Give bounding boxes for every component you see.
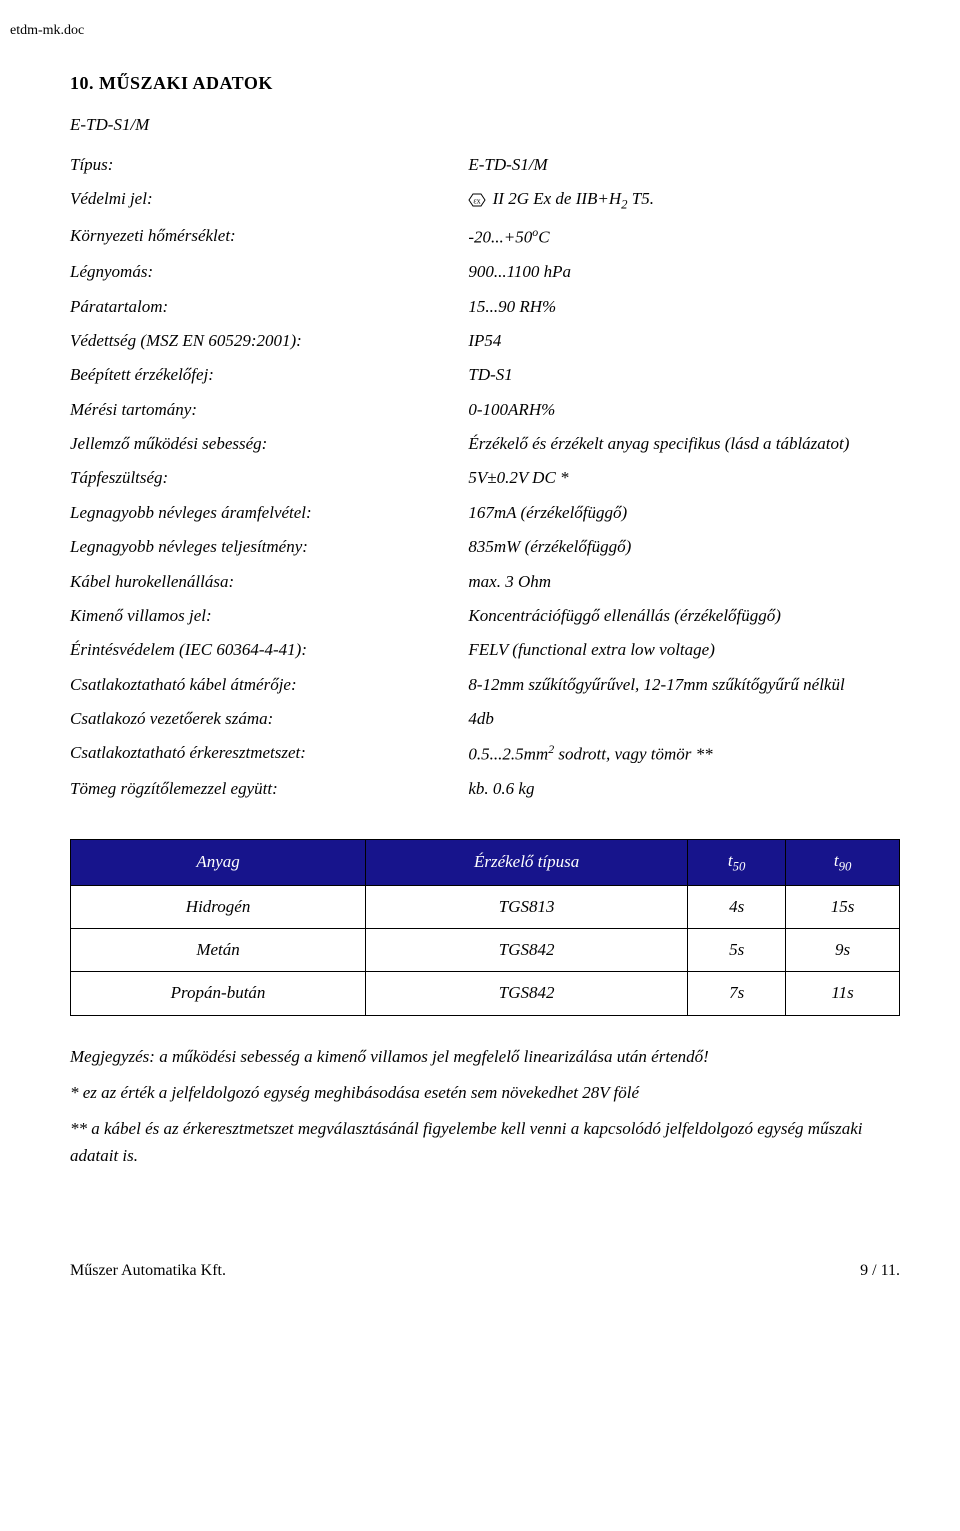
table-cell: TGS842 [366, 972, 688, 1015]
spec-value: FELV (functional extra low voltage) [468, 633, 900, 667]
spec-value: max. 3 Ohm [468, 565, 900, 599]
spec-row: Védettség (MSZ EN 60529:2001):IP54 [70, 324, 900, 358]
spec-row: Kábel hurokellenállása:max. 3 Ohm [70, 565, 900, 599]
note-line: * ez az érték a jelfeldolgozó egység meg… [70, 1080, 900, 1106]
spec-label: Tömeg rögzítőlemezzel együtt: [70, 772, 468, 806]
spec-label: Kábel hurokellenállása: [70, 565, 468, 599]
note-line: ** a kábel és az érkeresztmetszet megvál… [70, 1116, 900, 1169]
note-line: Megjegyzés: a működési sebesség a kimenő… [70, 1044, 900, 1070]
table-cell: 15s [786, 885, 900, 928]
spec-label: Védettség (MSZ EN 60529:2001): [70, 324, 468, 358]
doc-filename: etdm-mk.doc [10, 20, 900, 42]
table-header-cell: Anyag [71, 839, 366, 885]
spec-row: Jellemző működési sebesség:Érzékelő és é… [70, 427, 900, 461]
spec-label: Csatlakoztatható érkeresztmetszet: [70, 736, 468, 772]
spec-value: 0-100ARH% [468, 393, 900, 427]
spec-label: Típus: [70, 148, 468, 182]
spec-label: Csatlakoztatható kábel átmérője: [70, 668, 468, 702]
spec-value: E-TD-S1/M [468, 148, 900, 182]
spec-row: Védelmi jel:εx II 2G Ex de IIB+H2 T5. [70, 182, 900, 219]
spec-value: 0.5...2.5mm2 sodrott, vagy tömör ** [468, 736, 900, 772]
spec-row: Érintésvédelem (IEC 60364-4-41):FELV (fu… [70, 633, 900, 667]
spec-row: Páratartalom:15...90 RH% [70, 290, 900, 324]
table-cell: 7s [688, 972, 786, 1015]
table-cell: 4s [688, 885, 786, 928]
spec-label: Légnyomás: [70, 255, 468, 289]
spec-row: Csatlakoztatható érkeresztmetszet:0.5...… [70, 736, 900, 772]
sensor-table: AnyagÉrzékelő típusat50t90 HidrogénTGS81… [70, 839, 900, 1016]
notes-block: Megjegyzés: a működési sebesség a kimenő… [70, 1044, 900, 1169]
spec-value: 835mW (érzékelőfüggő) [468, 530, 900, 564]
spec-row: Csatlakoztatható kábel átmérője:8-12mm s… [70, 668, 900, 702]
spec-row: Mérési tartomány:0-100ARH% [70, 393, 900, 427]
table-row: HidrogénTGS8134s15s [71, 885, 900, 928]
spec-label: Páratartalom: [70, 290, 468, 324]
table-header-cell: Érzékelő típusa [366, 839, 688, 885]
footer-left: Műszer Automatika Kft. [70, 1259, 226, 1284]
spec-label: Csatlakozó vezetőerek száma: [70, 702, 468, 736]
spec-label: Kimenő villamos jel: [70, 599, 468, 633]
spec-label: Beépített érzékelőfej: [70, 358, 468, 392]
spec-value: kb. 0.6 kg [468, 772, 900, 806]
table-header-cell: t90 [786, 839, 900, 885]
spec-value: 167mA (érzékelőfüggő) [468, 496, 900, 530]
table-cell: TGS813 [366, 885, 688, 928]
spec-value: 5V±0.2V DC * [468, 461, 900, 495]
spec-value: Érzékelő és érzékelt anyag specifikus (l… [468, 427, 900, 461]
spec-label: Tápfeszültség: [70, 461, 468, 495]
table-row: Propán-butánTGS8427s11s [71, 972, 900, 1015]
spec-row: Legnagyobb névleges teljesítmény:835mW (… [70, 530, 900, 564]
table-cell: 11s [786, 972, 900, 1015]
table-header-cell: t50 [688, 839, 786, 885]
spec-row: Tápfeszültség:5V±0.2V DC * [70, 461, 900, 495]
spec-value: εx II 2G Ex de IIB+H2 T5. [468, 182, 900, 219]
spec-row: Legnagyobb névleges áramfelvétel:167mA (… [70, 496, 900, 530]
spec-value: TD-S1 [468, 358, 900, 392]
spec-row: Típus:E-TD-S1/M [70, 148, 900, 182]
spec-label: Érintésvédelem (IEC 60364-4-41): [70, 633, 468, 667]
spec-label: Jellemző működési sebesség: [70, 427, 468, 461]
table-row: MetánTGS8425s9s [71, 929, 900, 972]
spec-value: Koncentrációfüggő ellenállás (érzékelőfü… [468, 599, 900, 633]
svg-text:εx: εx [474, 197, 481, 206]
spec-label: Legnagyobb névleges teljesítmény: [70, 530, 468, 564]
spec-value: 8-12mm szűkítőgyűrűvel, 12-17mm szűkítőg… [468, 668, 900, 702]
spec-value: 15...90 RH% [468, 290, 900, 324]
section-title: 10. MŰSZAKI ADATOK [70, 70, 900, 98]
table-cell: TGS842 [366, 929, 688, 972]
spec-value: IP54 [468, 324, 900, 358]
spec-value: -20...+50oC [468, 219, 900, 255]
spec-label: Legnagyobb névleges áramfelvétel: [70, 496, 468, 530]
spec-row: Tömeg rögzítőlemezzel együtt:kb. 0.6 kg [70, 772, 900, 806]
footer-right: 9 / 11. [860, 1259, 900, 1284]
spec-value: 4db [468, 702, 900, 736]
spec-table: Típus:E-TD-S1/MVédelmi jel:εx II 2G Ex d… [70, 148, 900, 807]
spec-row: Beépített érzékelőfej:TD-S1 [70, 358, 900, 392]
table-cell: Propán-bután [71, 972, 366, 1015]
section-model: E-TD-S1/M [70, 112, 900, 138]
spec-label: Környezeti hőmérséklet: [70, 219, 468, 255]
ex-hexagon-icon: εx [468, 193, 486, 207]
spec-label: Mérési tartomány: [70, 393, 468, 427]
spec-label: Védelmi jel: [70, 182, 468, 219]
table-cell: 9s [786, 929, 900, 972]
spec-row: Kimenő villamos jel:Koncentrációfüggő el… [70, 599, 900, 633]
table-cell: Metán [71, 929, 366, 972]
spec-row: Csatlakozó vezetőerek száma:4db [70, 702, 900, 736]
table-cell: Hidrogén [71, 885, 366, 928]
table-cell: 5s [688, 929, 786, 972]
spec-row: Légnyomás:900...1100 hPa [70, 255, 900, 289]
spec-value: 900...1100 hPa [468, 255, 900, 289]
spec-row: Környezeti hőmérséklet:-20...+50oC [70, 219, 900, 255]
